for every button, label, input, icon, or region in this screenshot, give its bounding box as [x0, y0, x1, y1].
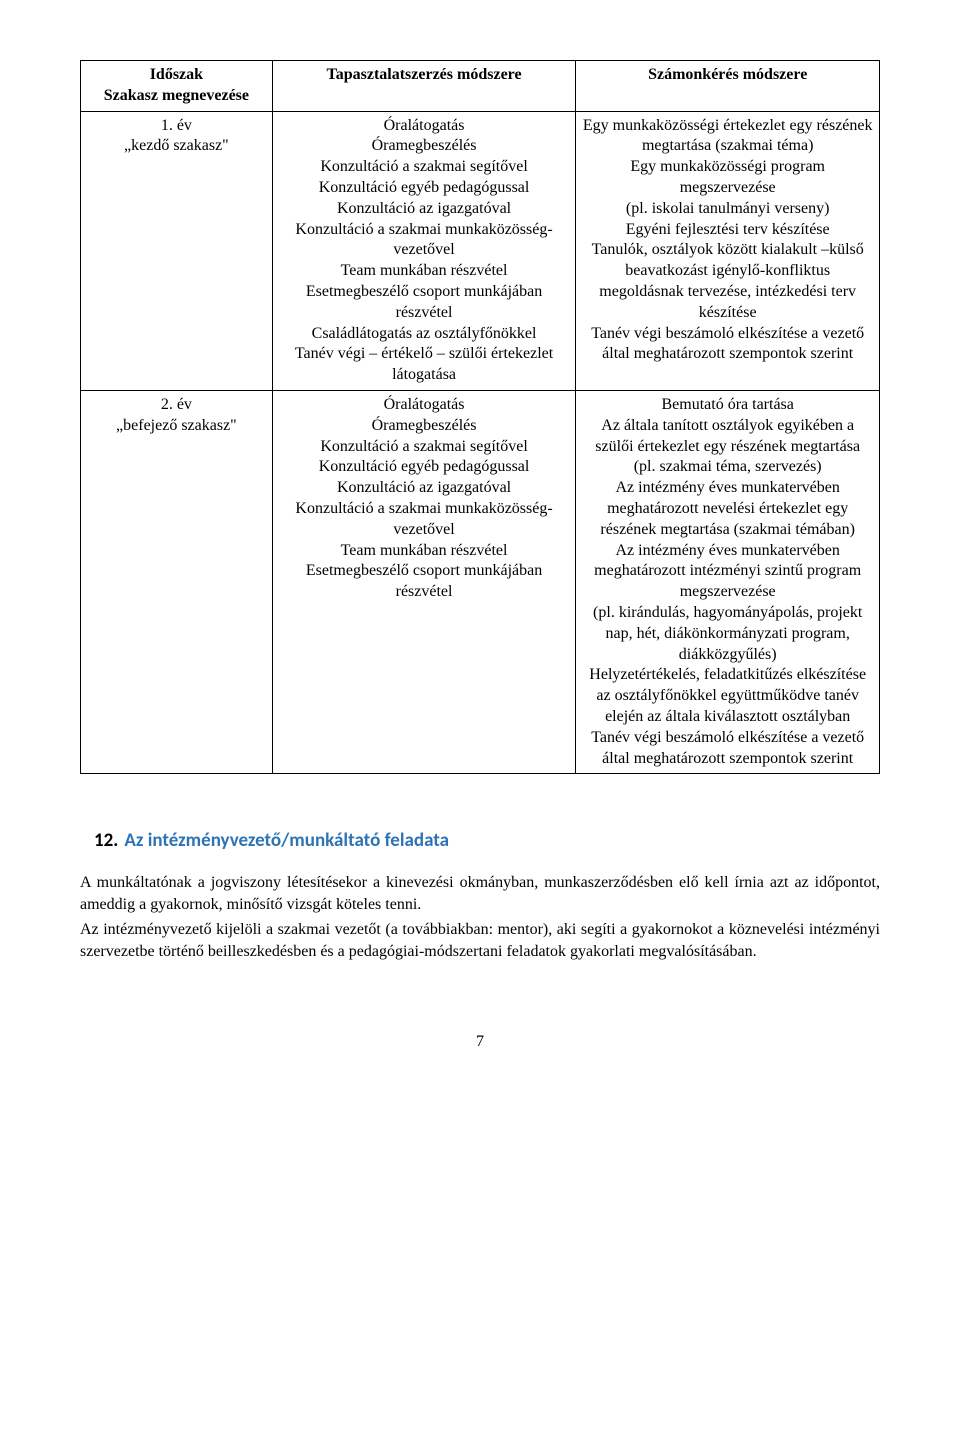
paragraph-1: A munkáltatónak a jogviszony létesítések…: [80, 872, 880, 915]
period-2-line2: „befejező szakasz": [87, 416, 266, 437]
section-heading: 12. Az intézményvezető/munkáltató feladat…: [94, 829, 880, 854]
header-assessment: Számonkérés módszere: [576, 61, 880, 112]
cell-period-1: 1. év „kezdő szakasz": [81, 111, 273, 390]
table-row: 1. év „kezdő szakasz" ÓralátogatásÓrameg…: [81, 111, 880, 390]
paragraph-2: Az intézményvezető kijelöli a szakmai ve…: [80, 919, 880, 962]
page-number: 7: [80, 1032, 880, 1053]
header-period-line2: Szakasz megnevezése: [87, 86, 266, 107]
assessment-2-text: Bemutató óra tartásaAz általa tanított o…: [589, 396, 866, 767]
section-number: 12.: [94, 829, 118, 852]
header-period-line1: Időszak: [87, 65, 266, 86]
method-1-text: ÓralátogatásÓramegbeszélésKonzultáció a …: [295, 117, 553, 384]
cell-assessment-1: Egy munkaközösségi értekezlet egy részén…: [576, 111, 880, 390]
period-1-line1: 1. év: [87, 116, 266, 137]
header-period: Időszak Szakasz megnevezése: [81, 61, 273, 112]
cell-assessment-2: Bemutató óra tartásaAz általa tanított o…: [576, 390, 880, 773]
cell-period-2: 2. év „befejező szakasz": [81, 390, 273, 773]
table-row: 2. év „befejező szakasz" ÓralátogatásÓra…: [81, 390, 880, 773]
main-table: Időszak Szakasz megnevezése Tapasztalats…: [80, 60, 880, 774]
cell-method-2: ÓralátogatásÓramegbeszélésKonzultáció a …: [272, 390, 576, 773]
table-header-row: Időszak Szakasz megnevezése Tapasztalats…: [81, 61, 880, 112]
period-2-line1: 2. év: [87, 395, 266, 416]
period-1-line2: „kezdő szakasz": [87, 136, 266, 157]
header-method: Tapasztalatszerzés módszere: [272, 61, 576, 112]
section-title: Az intézményvezető/munkáltató feladata: [124, 829, 449, 852]
method-2-text: ÓralátogatásÓramegbeszélésKonzultáció a …: [295, 396, 552, 600]
assessment-1-text: Egy munkaközösségi értekezlet egy részén…: [583, 117, 873, 363]
cell-method-1: ÓralátogatásÓramegbeszélésKonzultáció a …: [272, 111, 576, 390]
